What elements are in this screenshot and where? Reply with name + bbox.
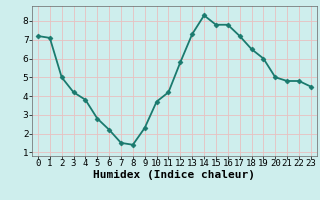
X-axis label: Humidex (Indice chaleur): Humidex (Indice chaleur) — [93, 170, 255, 180]
